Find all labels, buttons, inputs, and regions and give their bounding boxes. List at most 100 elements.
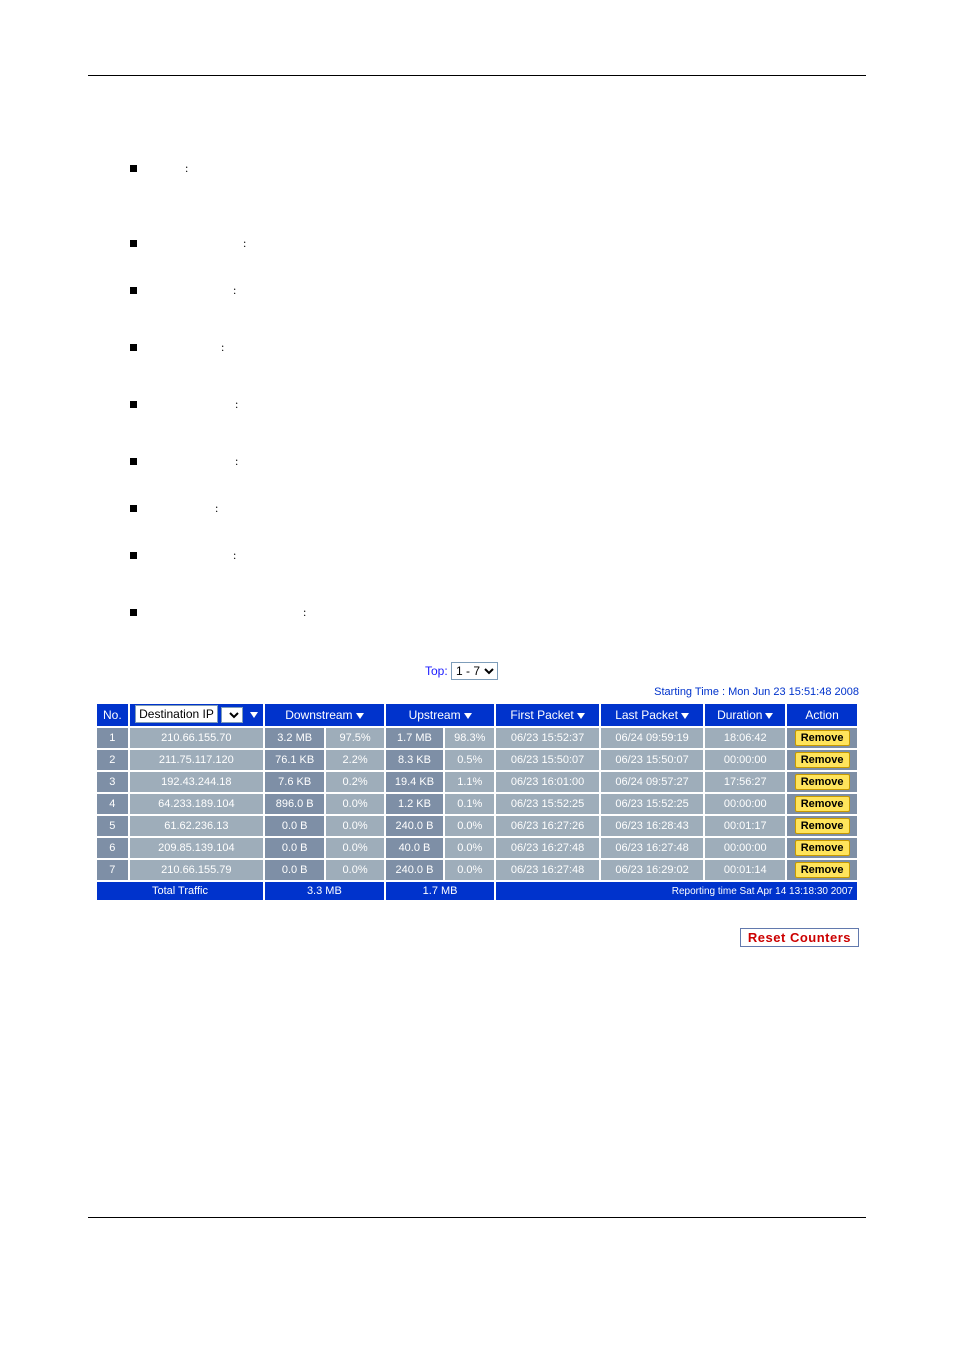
- cell-ip: 192.43.244.18: [130, 772, 263, 792]
- cell-no: 5: [97, 816, 128, 836]
- th-first[interactable]: First Packet: [496, 704, 598, 726]
- remove-button[interactable]: Remove: [795, 796, 850, 812]
- cell-down-pct: 0.0%: [326, 838, 383, 858]
- th-down[interactable]: Downstream: [265, 704, 384, 726]
- bottom-divider: [88, 1217, 866, 1218]
- th-up[interactable]: Upstream: [386, 704, 495, 726]
- bullet-text: :: [221, 340, 224, 355]
- cell-ip: 210.66.155.79: [130, 860, 263, 880]
- cell-dur: 00:01:14: [705, 860, 785, 880]
- remove-button[interactable]: Remove: [795, 730, 850, 746]
- remove-button[interactable]: Remove: [795, 774, 850, 790]
- cell-up-bytes: 240.0 B: [386, 816, 443, 836]
- cell-first: 06/23 15:50:07: [496, 750, 598, 770]
- cell-up-pct: 0.0%: [445, 816, 494, 836]
- cell-ip: 210.66.155.70: [130, 728, 263, 748]
- bullet-icon: [130, 505, 137, 512]
- cell-dur: 00:00:00: [705, 750, 785, 770]
- cell-first: 06/23 15:52:25: [496, 794, 598, 814]
- cell-down-pct: 97.5%: [326, 728, 383, 748]
- cell-ip: 209.85.139.104: [130, 838, 263, 858]
- top-divider: [88, 75, 866, 76]
- table-row: 6209.85.139.1040.0 B0.0%40.0 B0.0%06/23 …: [97, 838, 857, 858]
- th-no[interactable]: No.: [97, 704, 128, 726]
- cell-no: 2: [97, 750, 128, 770]
- cell-no: 3: [97, 772, 128, 792]
- bullet-icon: [130, 401, 137, 408]
- bullet-icon: [130, 165, 137, 172]
- cell-down-bytes: 0.0 B: [265, 816, 324, 836]
- remove-button[interactable]: Remove: [795, 752, 850, 768]
- th-last[interactable]: Last Packet: [601, 704, 703, 726]
- foot-total-down: 3.3 MB: [265, 882, 384, 900]
- cell-no: 4: [97, 794, 128, 814]
- top-select[interactable]: 1 - 7: [451, 662, 498, 680]
- cell-dur: 00:00:00: [705, 794, 785, 814]
- starting-time: Starting Time : Mon Jun 23 15:51:48 2008: [0, 686, 954, 698]
- bullet-text: :: [235, 454, 238, 469]
- cell-down-bytes: 0.0 B: [265, 838, 324, 858]
- cell-up-pct: 0.5%: [445, 750, 494, 770]
- cell-down-bytes: 76.1 KB: [265, 750, 324, 770]
- dest-dropdown[interactable]: [221, 707, 243, 723]
- cell-last: 06/23 16:28:43: [601, 816, 703, 836]
- cell-first: 06/23 16:27:48: [496, 860, 598, 880]
- bullet-text: :: [215, 501, 218, 516]
- cell-dur: 00:00:00: [705, 838, 785, 858]
- bullet-text: :: [303, 605, 306, 620]
- cell-up-bytes: 240.0 B: [386, 860, 443, 880]
- cell-last: 06/23 16:27:48: [601, 838, 703, 858]
- cell-up-pct: 0.1%: [445, 794, 494, 814]
- cell-dur: 18:06:42: [705, 728, 785, 748]
- table-row: 561.62.236.130.0 B0.0%240.0 B0.0%06/23 1…: [97, 816, 857, 836]
- cell-up-pct: 0.0%: [445, 860, 494, 880]
- remove-button[interactable]: Remove: [795, 862, 850, 878]
- cell-no: 1: [97, 728, 128, 748]
- cell-no: 7: [97, 860, 128, 880]
- sort-icon[interactable]: [681, 713, 689, 719]
- sort-icon[interactable]: [356, 713, 364, 719]
- bullet-icon: [130, 287, 137, 294]
- remove-button[interactable]: Remove: [795, 818, 850, 834]
- cell-first: 06/23 16:27:48: [496, 838, 598, 858]
- top-label: Top:: [425, 664, 448, 678]
- table-row: 3192.43.244.187.6 KB0.2%19.4 KB1.1%06/23…: [97, 772, 857, 792]
- foot-reporting: Reporting time Sat Apr 14 13:18:30 2007: [496, 882, 857, 900]
- top-selector-row: Top: 1 - 7: [0, 662, 954, 680]
- table-row: 7210.66.155.790.0 B0.0%240.0 B0.0%06/23 …: [97, 860, 857, 880]
- bullet-text: :: [233, 548, 236, 563]
- cell-first: 06/23 15:52:37: [496, 728, 598, 748]
- sort-icon[interactable]: [577, 713, 585, 719]
- bullet-icon: [130, 458, 137, 465]
- cell-down-pct: 2.2%: [326, 750, 383, 770]
- th-dur[interactable]: Duration: [705, 704, 785, 726]
- cell-first: 06/23 16:01:00: [496, 772, 598, 792]
- cell-last: 06/23 16:29:02: [601, 860, 703, 880]
- remove-button[interactable]: Remove: [795, 840, 850, 856]
- sort-icon[interactable]: [765, 713, 773, 719]
- cell-dur: 00:01:17: [705, 816, 785, 836]
- cell-up-bytes: 1.7 MB: [386, 728, 443, 748]
- cell-down-bytes: 896.0 B: [265, 794, 324, 814]
- cell-up-bytes: 19.4 KB: [386, 772, 443, 792]
- cell-down-bytes: 0.0 B: [265, 860, 324, 880]
- reset-counters-button[interactable]: Reset Counters: [740, 928, 859, 947]
- bullet-text: :: [233, 283, 236, 298]
- cell-ip: 211.75.117.120: [130, 750, 263, 770]
- table-row: 464.233.189.104896.0 B0.0%1.2 KB0.1%06/2…: [97, 794, 857, 814]
- bullet-icon: [130, 552, 137, 559]
- cell-up-bytes: 40.0 B: [386, 838, 443, 858]
- cell-down-bytes: 3.2 MB: [265, 728, 324, 748]
- bullet-icon: [130, 240, 137, 247]
- cell-ip: 61.62.236.13: [130, 816, 263, 836]
- cell-down-pct: 0.0%: [326, 816, 383, 836]
- table-row: 2211.75.117.12076.1 KB2.2%8.3 KB0.5%06/2…: [97, 750, 857, 770]
- sort-icon[interactable]: [464, 713, 472, 719]
- cell-up-pct: 1.1%: [445, 772, 494, 792]
- bullet-text: :: [243, 236, 246, 251]
- th-dest[interactable]: Destination IP: [130, 704, 263, 726]
- sort-icon[interactable]: [250, 712, 258, 718]
- bullet-text: :: [235, 397, 238, 412]
- bullet-icon: [130, 609, 137, 616]
- cell-no: 6: [97, 838, 128, 858]
